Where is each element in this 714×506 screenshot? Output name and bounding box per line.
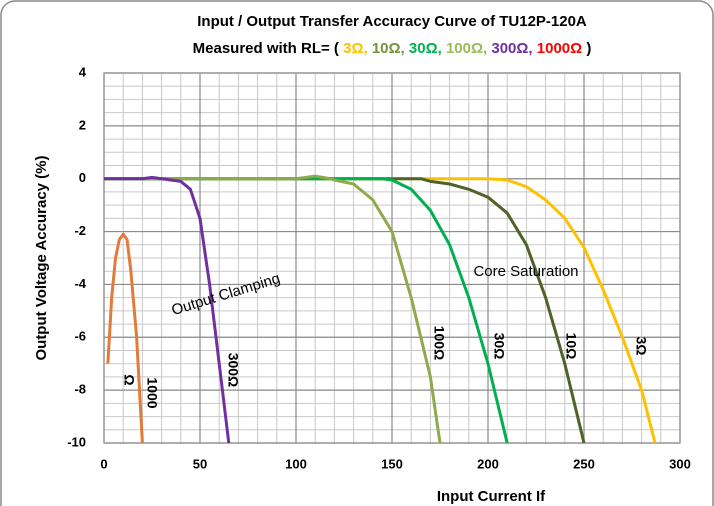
chart-title: Input / Output Transfer Accuracy Curve o…	[197, 13, 587, 30]
subtitle-part: ,	[363, 40, 367, 57]
x-tick-label: 200	[477, 456, 499, 471]
plot-border	[103, 72, 681, 444]
series-line	[106, 232, 144, 444]
y-tick-label: -6	[74, 329, 86, 344]
y-tick-label: 4	[79, 64, 87, 79]
x-axis-label: Input Current If	[437, 488, 546, 505]
x-tick-label: 250	[573, 456, 595, 471]
annotation: 10Ω	[563, 333, 579, 360]
annotation: 30Ω	[491, 333, 507, 360]
subtitle-part: )	[586, 40, 591, 57]
series-line	[104, 177, 509, 444]
subtitle-part: 10Ω	[372, 40, 401, 57]
subtitle-part: ,	[401, 40, 405, 57]
annotation: Core Saturation	[473, 263, 578, 280]
subtitle-part: Measured with RL= (	[193, 40, 339, 57]
series-line	[104, 175, 231, 444]
y-tick-label: -4	[74, 276, 86, 291]
series-line	[104, 177, 657, 444]
x-tick-label: 50	[193, 456, 207, 471]
annotation: 100Ω	[431, 326, 447, 361]
annotation: Ω	[121, 374, 137, 385]
subtitle-part: 100Ω	[446, 40, 483, 57]
subtitle-part: ,	[483, 40, 487, 57]
x-tick-label: 150	[381, 456, 403, 471]
y-tick-label: 0	[79, 170, 86, 185]
y-tick-label: -2	[74, 223, 86, 238]
series-line	[104, 174, 442, 444]
y-axis-label: Output Voltage Accuracy (%)	[33, 155, 50, 360]
series-line	[104, 177, 586, 444]
annotation: 1000	[144, 377, 160, 408]
annotation: 300Ω	[225, 353, 241, 388]
x-tick-label: 0	[100, 456, 107, 471]
subtitle-part: 30Ω	[409, 40, 438, 57]
subtitle-part: 3Ω	[343, 40, 363, 57]
x-tick-label: 100	[285, 456, 307, 471]
annotation: 3Ω	[633, 336, 649, 355]
y-tick-label: 2	[79, 117, 86, 132]
subtitle-part: 1000Ω	[537, 40, 582, 57]
subtitle-part: 300Ω	[491, 40, 528, 57]
subtitle-part: ,	[438, 40, 442, 57]
chart-subtitle: Measured with RL= ( 3Ω, 10Ω, 30Ω, 100Ω, …	[193, 40, 592, 57]
subtitle-part: ,	[528, 40, 532, 57]
x-tick-label: 300	[669, 456, 691, 471]
y-tick-label: -10	[67, 434, 86, 449]
y-tick-label: -8	[74, 382, 86, 397]
